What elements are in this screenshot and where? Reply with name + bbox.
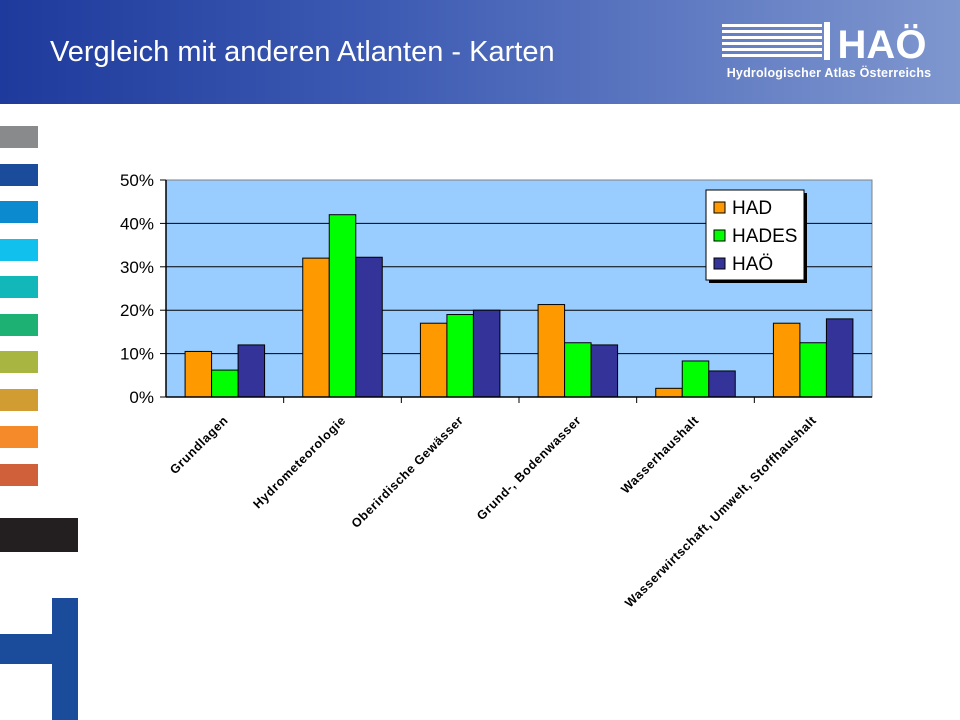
bar-HADES-0	[211, 369, 239, 398]
hao-logo-mark: HAÖ	[722, 22, 927, 66]
legend-swatch-0	[713, 201, 726, 214]
bar-HAÖ-0	[237, 344, 266, 398]
bar-HAD-4	[655, 387, 683, 398]
category-label: Wasserhaushalt	[618, 413, 701, 496]
bar-HAD-1	[302, 257, 330, 398]
logo-caption: Hydrologischer Atlas Österreichs	[726, 66, 932, 80]
y-tick-label: 10%	[120, 345, 154, 364]
category-label: Grund-, Bodenwasser	[474, 413, 584, 523]
color-swatch-0	[0, 126, 38, 148]
bar-HADES-5	[799, 342, 827, 398]
bar-HAÖ-2	[472, 309, 501, 398]
category-label: Wasserwirtschaft, Umwelt, Stoffhaushalt	[622, 413, 819, 610]
h-logo-decoration	[0, 598, 78, 720]
hao-logo: HAÖ Hydrologischer Atlas Österreichs	[718, 18, 940, 88]
color-swatch-7	[0, 388, 38, 411]
bar-HADES-3	[564, 342, 592, 398]
header-banner: Vergleich mit anderen Atlanten - Karten …	[0, 0, 960, 104]
category-label: Hydrometeorologie	[250, 413, 348, 511]
y-tick-label: 50%	[120, 171, 154, 190]
color-swatch-1	[0, 163, 38, 186]
bar-HAÖ-1	[355, 256, 383, 398]
color-swatch-3	[0, 238, 38, 261]
bar-chart: 0% 10% 20% 30% 40% 50% Grundlagen Hydrometeorol…	[120, 171, 873, 610]
color-swatch-8	[0, 426, 38, 448]
color-swatch-4	[0, 276, 38, 298]
legend-label-1: HADES	[732, 226, 797, 247]
bar-HADES-1	[328, 214, 357, 398]
bar-HAÖ-4	[708, 370, 736, 398]
bar-HAD-5	[772, 322, 801, 398]
bar-HAD-0	[184, 350, 213, 398]
category-label: Grundlagen	[167, 413, 231, 477]
bar-HAÖ-5	[825, 318, 854, 398]
logo-letters: HAÖ	[838, 22, 927, 66]
color-swatch-column	[0, 126, 40, 501]
y-tick-label: 20%	[120, 301, 154, 320]
bar-HADES-2	[446, 314, 474, 398]
color-swatch-5	[0, 313, 38, 336]
category-label: Oberirdische Gewässer	[349, 413, 467, 531]
decorative-black-bar	[0, 518, 78, 552]
color-swatch-2	[0, 201, 38, 223]
bar-HAD-2	[419, 322, 448, 398]
page-title: Vergleich mit anderen Atlanten - Karten	[50, 36, 555, 68]
legend-swatch-2	[713, 257, 726, 270]
bar-HADES-4	[681, 360, 710, 398]
legend-label-2: HAÖ	[732, 254, 773, 275]
color-swatch-6	[0, 351, 38, 373]
bar-HAD-3	[537, 304, 566, 398]
y-tick-label: 30%	[120, 258, 154, 277]
color-swatch-9	[0, 463, 38, 486]
y-tick-label: 40%	[120, 214, 154, 233]
bar-HAÖ-3	[590, 344, 619, 398]
legend-swatch-1	[713, 229, 726, 242]
legend-label-0: HAD	[732, 198, 772, 219]
y-tick-label: 0%	[129, 388, 154, 407]
